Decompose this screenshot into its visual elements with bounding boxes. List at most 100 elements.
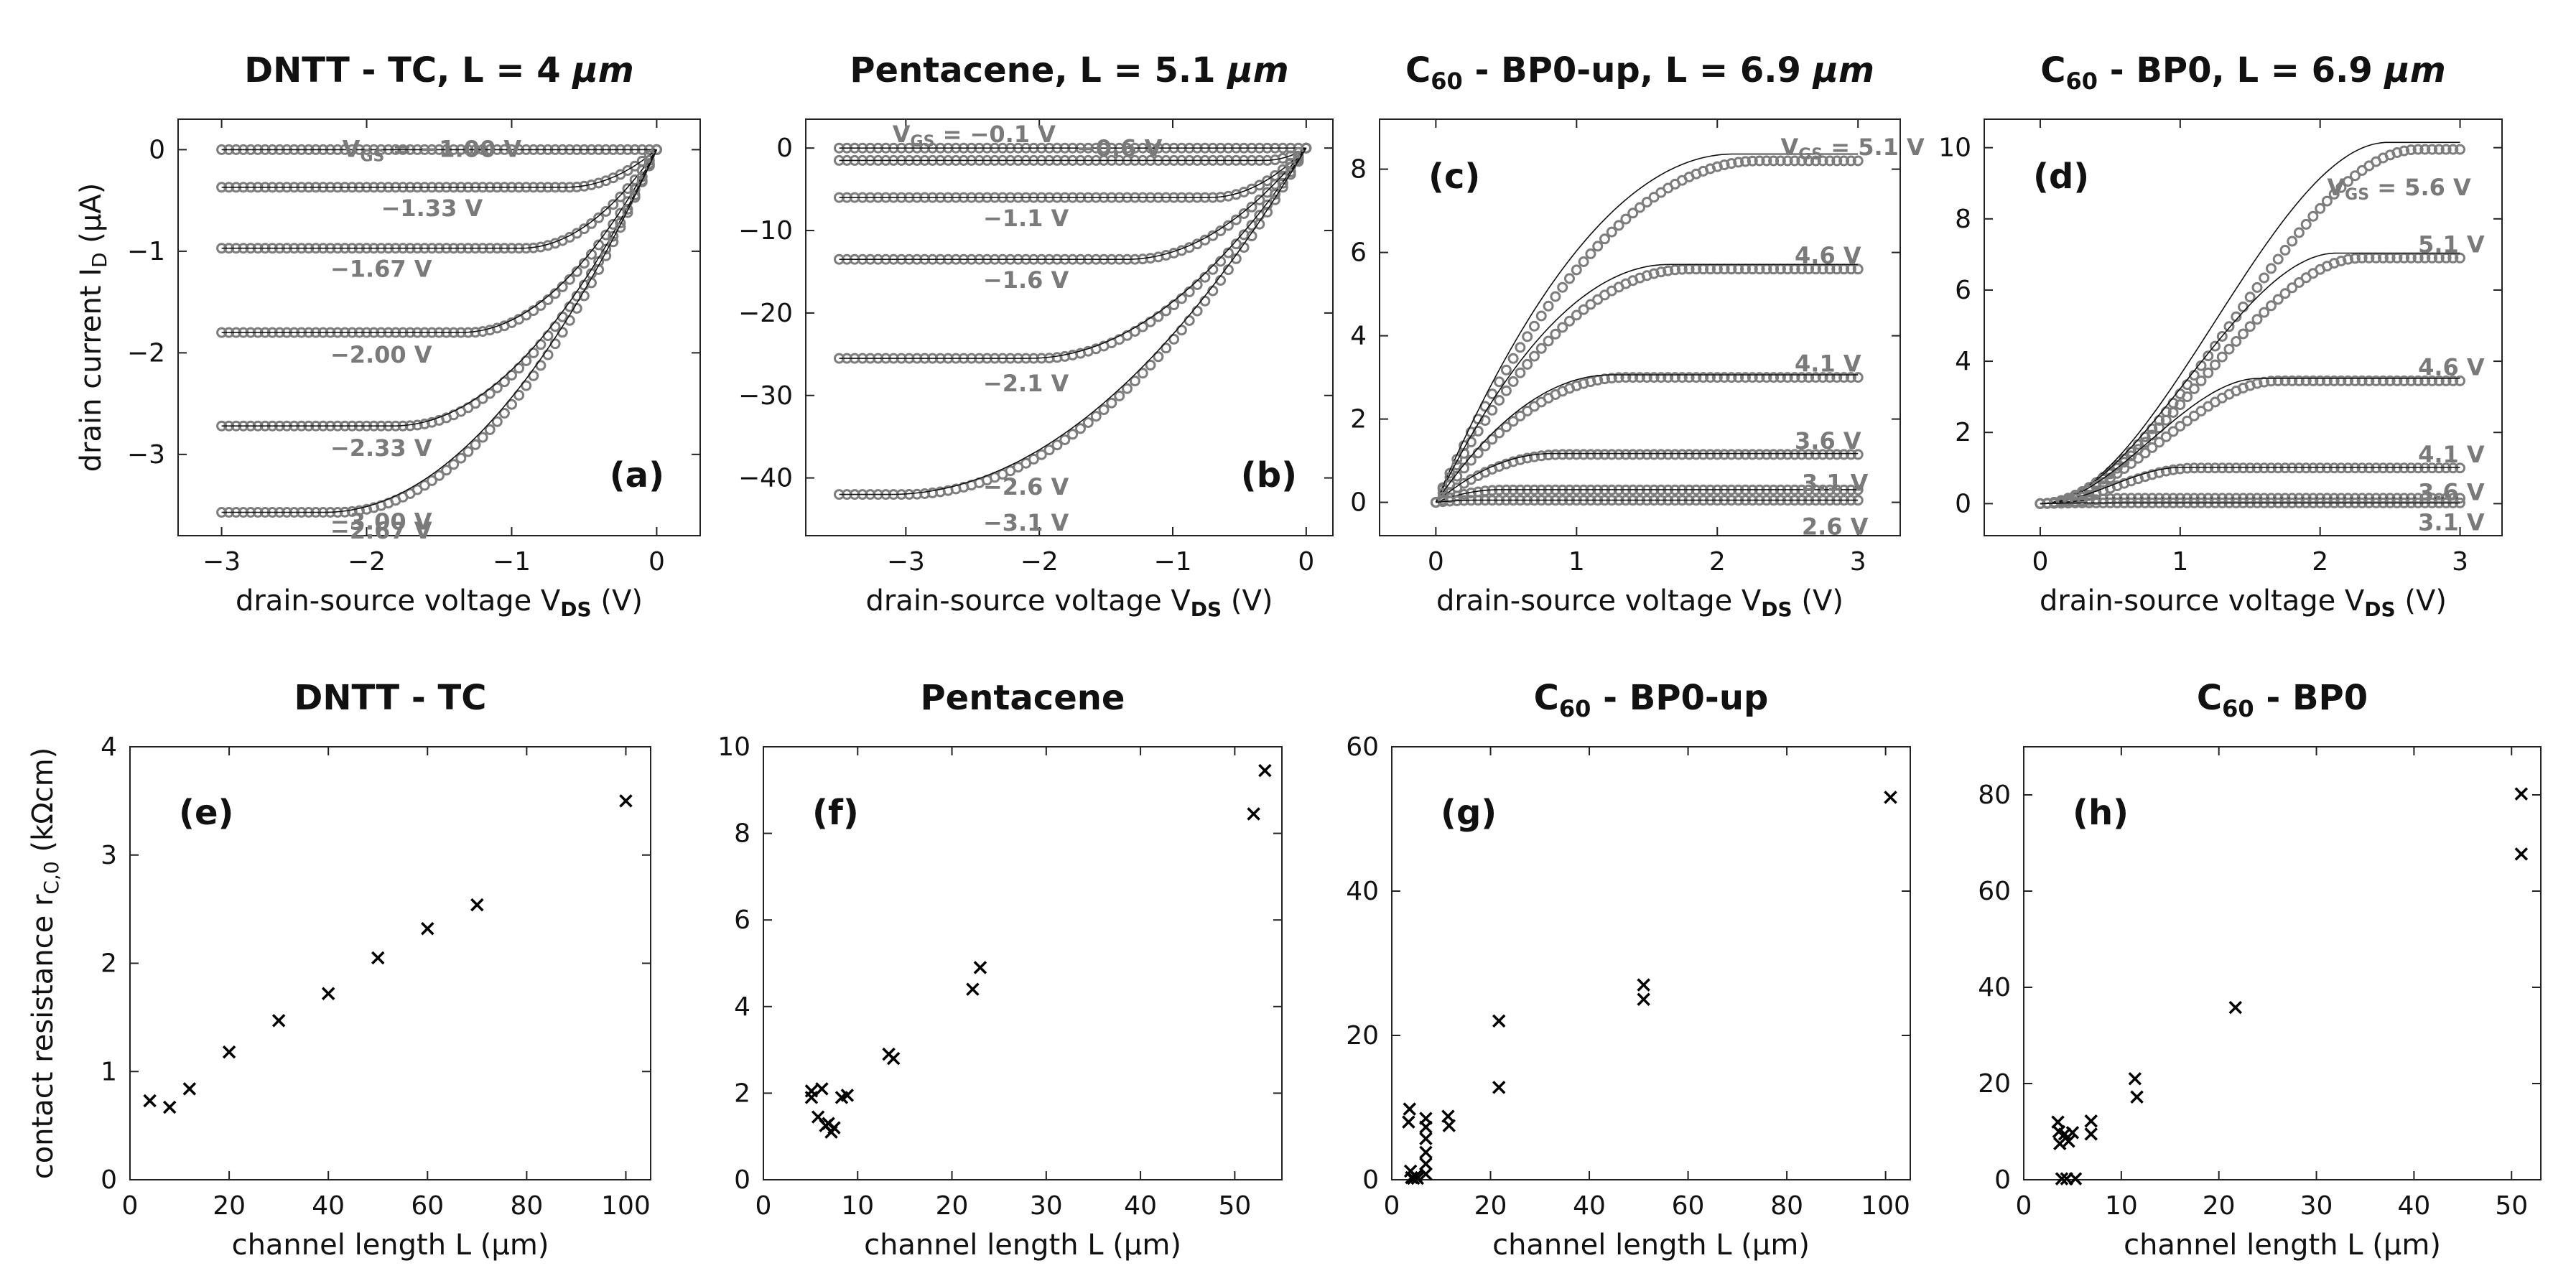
y-axis-label-text: contact resistance r	[27, 894, 60, 1179]
data-marker	[1564, 273, 1575, 284]
y-tick-label: 6	[1955, 276, 1971, 305]
data-marker	[1733, 449, 1744, 460]
y-tick-label: 0	[1994, 1165, 2011, 1195]
data-point	[2228, 1000, 2243, 1015]
data-point-stroke	[827, 1121, 841, 1135]
model-line	[2040, 252, 2460, 505]
model-line	[2040, 467, 2460, 505]
x-tick-label: 30	[1030, 1191, 1063, 1221]
x-axis-label-text: channel length L	[1492, 1229, 1732, 1262]
data-point	[2514, 847, 2529, 861]
y-tick-label: 10	[1938, 134, 1971, 163]
vgs-label: −1.6 V	[983, 266, 1069, 294]
data-marker	[2272, 375, 2284, 386]
data-marker	[2440, 144, 2452, 155]
x-tick-label: 60	[1672, 1191, 1705, 1221]
data-marker	[2259, 462, 2270, 474]
data-marker	[2287, 462, 2298, 474]
data-point-stroke	[973, 961, 987, 974]
data-marker	[1254, 194, 1265, 205]
x-tick-label: 0	[755, 1191, 772, 1221]
y-axis-label-unit: (μA)	[75, 183, 108, 253]
data-marker	[1789, 449, 1800, 460]
title-text: - BP0-up	[1591, 678, 1768, 718]
series-3	[834, 142, 1312, 265]
series-0	[216, 144, 662, 155]
vgs-label-value: 5.1 V	[1858, 134, 1925, 161]
data-marker	[1761, 449, 1772, 460]
data-marker	[491, 382, 503, 393]
data-marker	[2231, 311, 2242, 322]
data-marker	[498, 376, 510, 388]
data-marker	[2315, 202, 2326, 214]
data-point-stroke	[2065, 1126, 2080, 1140]
data-marker	[1852, 449, 1864, 460]
data-marker	[2203, 367, 2214, 378]
data-marker	[1676, 372, 1688, 383]
model-line	[221, 149, 658, 513]
data-marker	[1698, 449, 1709, 460]
data-marker	[2231, 336, 2242, 347]
y-tick-label: −3	[127, 440, 165, 470]
data-marker	[1500, 364, 1512, 376]
vgs-label: 5.1 V	[2418, 230, 2485, 258]
x-axis-label: drain-source voltage VDS (V)	[2040, 584, 2447, 621]
data-marker	[1059, 434, 1071, 445]
x-axis-label-unit: (V)	[1792, 584, 1843, 618]
title-subscript: 60	[2065, 67, 2098, 95]
vgs-label: −2.33 V	[330, 434, 432, 462]
panel-label: (a)	[610, 455, 664, 495]
x-tick-label: 80	[1770, 1191, 1803, 1221]
series-3	[2035, 462, 2465, 509]
y-tick-label: 4	[734, 992, 750, 1022]
data-marker	[2335, 182, 2347, 193]
data-marker	[1810, 155, 1821, 167]
data-marker	[586, 218, 597, 229]
data-marker	[1761, 372, 1772, 383]
chart-title: Pentacene	[921, 678, 1125, 718]
title-text: C	[1405, 50, 1431, 90]
data-marker	[2377, 462, 2389, 474]
vgs-label-value: 5.6 V	[2404, 174, 2471, 201]
data-point-stroke	[2055, 1172, 2069, 1185]
data-point-stroke	[1410, 1171, 1424, 1185]
data-point-stroke	[2228, 1000, 2243, 1015]
x-tick-label: 0	[2032, 547, 2048, 577]
data-marker	[549, 338, 561, 350]
y-tick-label: −2	[127, 338, 165, 368]
model-line	[221, 149, 657, 188]
y-tick-label: 2	[1955, 418, 1971, 447]
data-marker	[1740, 372, 1751, 383]
data-marker	[2391, 375, 2403, 386]
x-tick-label: 100	[601, 1191, 651, 1221]
data-point-stroke	[1637, 992, 1650, 1006]
data-point	[1247, 807, 1260, 821]
data-marker	[1578, 304, 1589, 315]
x-tick-label: 0	[1384, 1191, 1400, 1221]
data-marker	[643, 160, 655, 172]
series-5	[1430, 495, 1864, 508]
data-marker	[1655, 449, 1667, 460]
model-line	[839, 147, 1307, 359]
data-marker	[2259, 272, 2270, 284]
data-marker	[2447, 375, 2459, 386]
data-marker	[470, 439, 481, 450]
data-marker	[1522, 358, 1533, 370]
data-marker	[2287, 236, 2298, 247]
data-point-stroke	[1402, 1115, 1415, 1129]
vgs-label: 3.6 V	[1795, 427, 1861, 455]
data-marker	[1592, 449, 1604, 460]
data-marker	[1641, 449, 1652, 460]
vgs-label: VGS = −0.1 V	[893, 121, 1056, 151]
data-point-stroke	[619, 794, 633, 808]
data-point-stroke	[966, 982, 980, 996]
data-marker	[557, 327, 568, 338]
series-1	[1430, 264, 1864, 508]
x-axis-label-subscript: DS	[2364, 597, 2395, 621]
data-point-stroke	[1492, 1014, 1506, 1028]
data-point-stroke	[1637, 978, 1650, 992]
data-marker	[1592, 241, 1604, 252]
vgs-label-value: −2.6 V	[983, 473, 1069, 500]
data-marker	[2251, 314, 2263, 325]
